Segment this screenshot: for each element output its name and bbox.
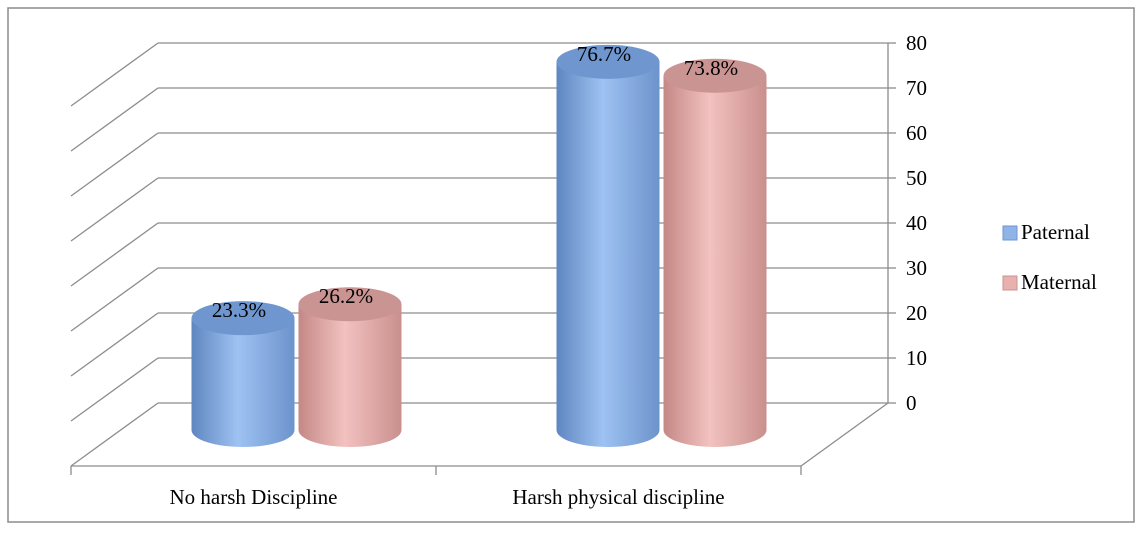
y-tick-label: 60: [906, 121, 927, 145]
side-gridline: [70, 267, 159, 332]
legend-label-maternal: Maternal: [1021, 270, 1097, 294]
side-gridline: [70, 87, 159, 152]
y-tick-label: 0: [906, 391, 917, 415]
x-category-label: No harsh Discipline: [170, 485, 338, 509]
data-label: 76.7%: [577, 42, 631, 66]
side-gridline: [70, 402, 159, 467]
y-tick-label: 70: [906, 76, 927, 100]
side-gridline: [70, 132, 159, 197]
y-tick-label: 10: [906, 346, 927, 370]
legend-swatch-maternal: [1002, 275, 1018, 291]
side-gridline: [70, 42, 159, 107]
legend-label-paternal: Paternal: [1021, 220, 1090, 244]
bar-paternal: [191, 301, 295, 447]
y-tick-label: 40: [906, 211, 927, 235]
data-label: 73.8%: [684, 56, 738, 80]
y-tick-label: 50: [906, 166, 927, 190]
bar-maternal: [663, 58, 767, 447]
side-gridline: [70, 312, 159, 377]
bar-maternal: [298, 287, 402, 447]
legend-swatch-paternal: [1002, 225, 1018, 241]
side-gridline: [70, 357, 159, 422]
side-gridline: [70, 177, 159, 242]
x-category-label: Harsh physical discipline: [512, 485, 724, 509]
y-tick-label: 20: [906, 301, 927, 325]
side-gridline: [70, 222, 159, 287]
data-label: 23.3%: [212, 298, 266, 322]
y-tick-label: 30: [906, 256, 927, 280]
y-tick-label: 80: [906, 31, 927, 55]
floor-right-edge: [800, 402, 889, 467]
bar-paternal: [556, 44, 660, 448]
data-label: 26.2%: [319, 284, 373, 308]
